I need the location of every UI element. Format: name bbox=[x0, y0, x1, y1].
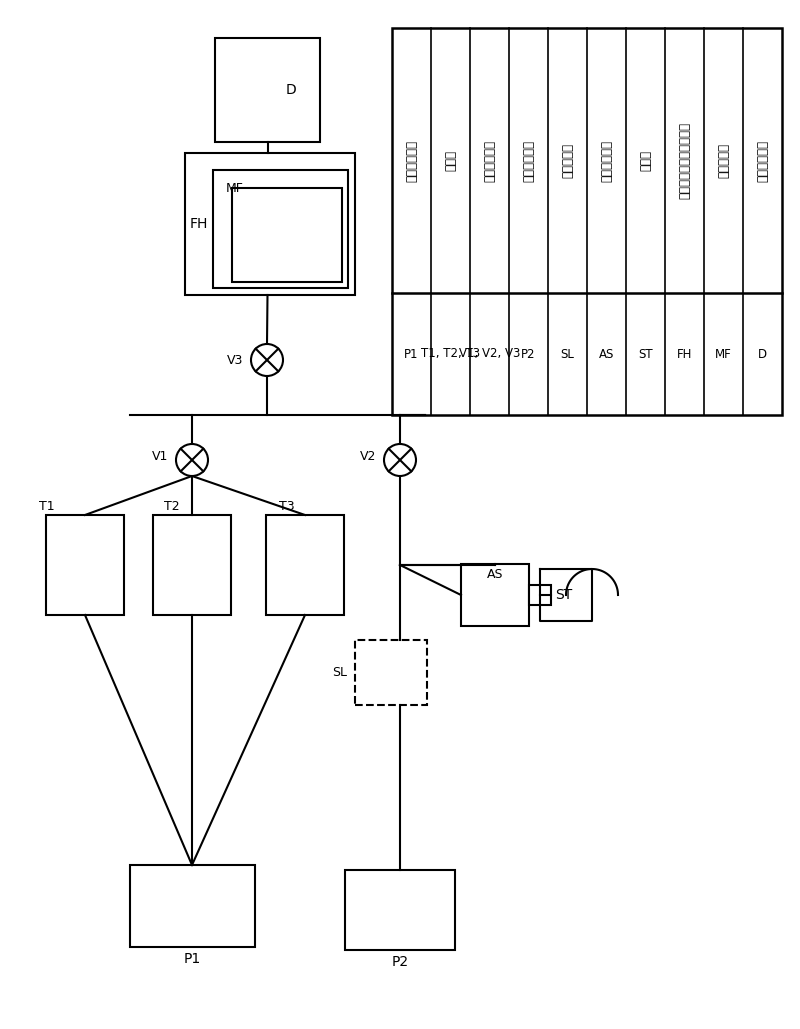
Text: V2: V2 bbox=[360, 451, 376, 463]
Bar bbox=[185, 153, 355, 295]
Bar bbox=[345, 870, 455, 950]
Text: V3: V3 bbox=[226, 354, 243, 366]
Text: P2: P2 bbox=[391, 955, 409, 969]
Text: SL: SL bbox=[332, 666, 347, 679]
Bar bbox=[232, 188, 342, 282]
Text: AS: AS bbox=[599, 348, 614, 360]
Text: T1, T2, T3: T1, T2, T3 bbox=[421, 348, 480, 360]
Bar bbox=[461, 564, 529, 626]
Text: T1: T1 bbox=[39, 499, 55, 512]
Bar bbox=[46, 514, 124, 615]
Text: AS: AS bbox=[486, 568, 503, 580]
Text: T2: T2 bbox=[164, 499, 180, 512]
Text: V1, V2, V3: V1, V2, V3 bbox=[459, 348, 520, 360]
Text: T3: T3 bbox=[279, 499, 295, 512]
Text: 样本收集器: 样本收集器 bbox=[561, 143, 574, 178]
Text: MF: MF bbox=[715, 348, 732, 360]
Bar bbox=[153, 514, 231, 615]
Text: P2: P2 bbox=[522, 348, 536, 360]
Text: 样本罐: 样本罐 bbox=[639, 150, 652, 171]
Circle shape bbox=[251, 344, 283, 376]
Bar bbox=[392, 28, 782, 415]
Text: P1: P1 bbox=[404, 348, 418, 360]
Text: P1: P1 bbox=[183, 952, 201, 966]
Text: 溶剂送液机构: 溶剂送液机构 bbox=[405, 140, 418, 181]
Text: 溶剂罐: 溶剂罐 bbox=[444, 150, 457, 171]
Circle shape bbox=[176, 443, 208, 476]
Circle shape bbox=[384, 443, 416, 476]
Text: 自动分选机构: 自动分选机构 bbox=[600, 140, 613, 181]
Text: D: D bbox=[286, 83, 296, 97]
Text: FH: FH bbox=[677, 348, 692, 360]
Bar bbox=[266, 514, 344, 615]
Text: V1: V1 bbox=[152, 451, 168, 463]
Text: 样本送液机构: 样本送液机构 bbox=[522, 140, 535, 181]
Text: MF: MF bbox=[226, 181, 244, 194]
Bar bbox=[529, 586, 551, 605]
Text: D: D bbox=[758, 348, 767, 360]
Bar bbox=[355, 640, 427, 705]
Text: SL: SL bbox=[561, 348, 574, 360]
Text: 流道装置含存放冶金装置: 流道装置含存放冶金装置 bbox=[678, 122, 691, 199]
Bar bbox=[213, 170, 348, 288]
Text: 流体控制机构: 流体控制机构 bbox=[483, 140, 496, 181]
Text: FH: FH bbox=[190, 217, 208, 230]
Text: ST: ST bbox=[638, 348, 653, 360]
Bar bbox=[215, 38, 320, 142]
Bar bbox=[130, 865, 254, 947]
Text: 废液处理装置: 废液处理装置 bbox=[756, 140, 769, 181]
Text: 微流道装置: 微流道装置 bbox=[717, 143, 730, 178]
Text: ST: ST bbox=[555, 588, 573, 602]
